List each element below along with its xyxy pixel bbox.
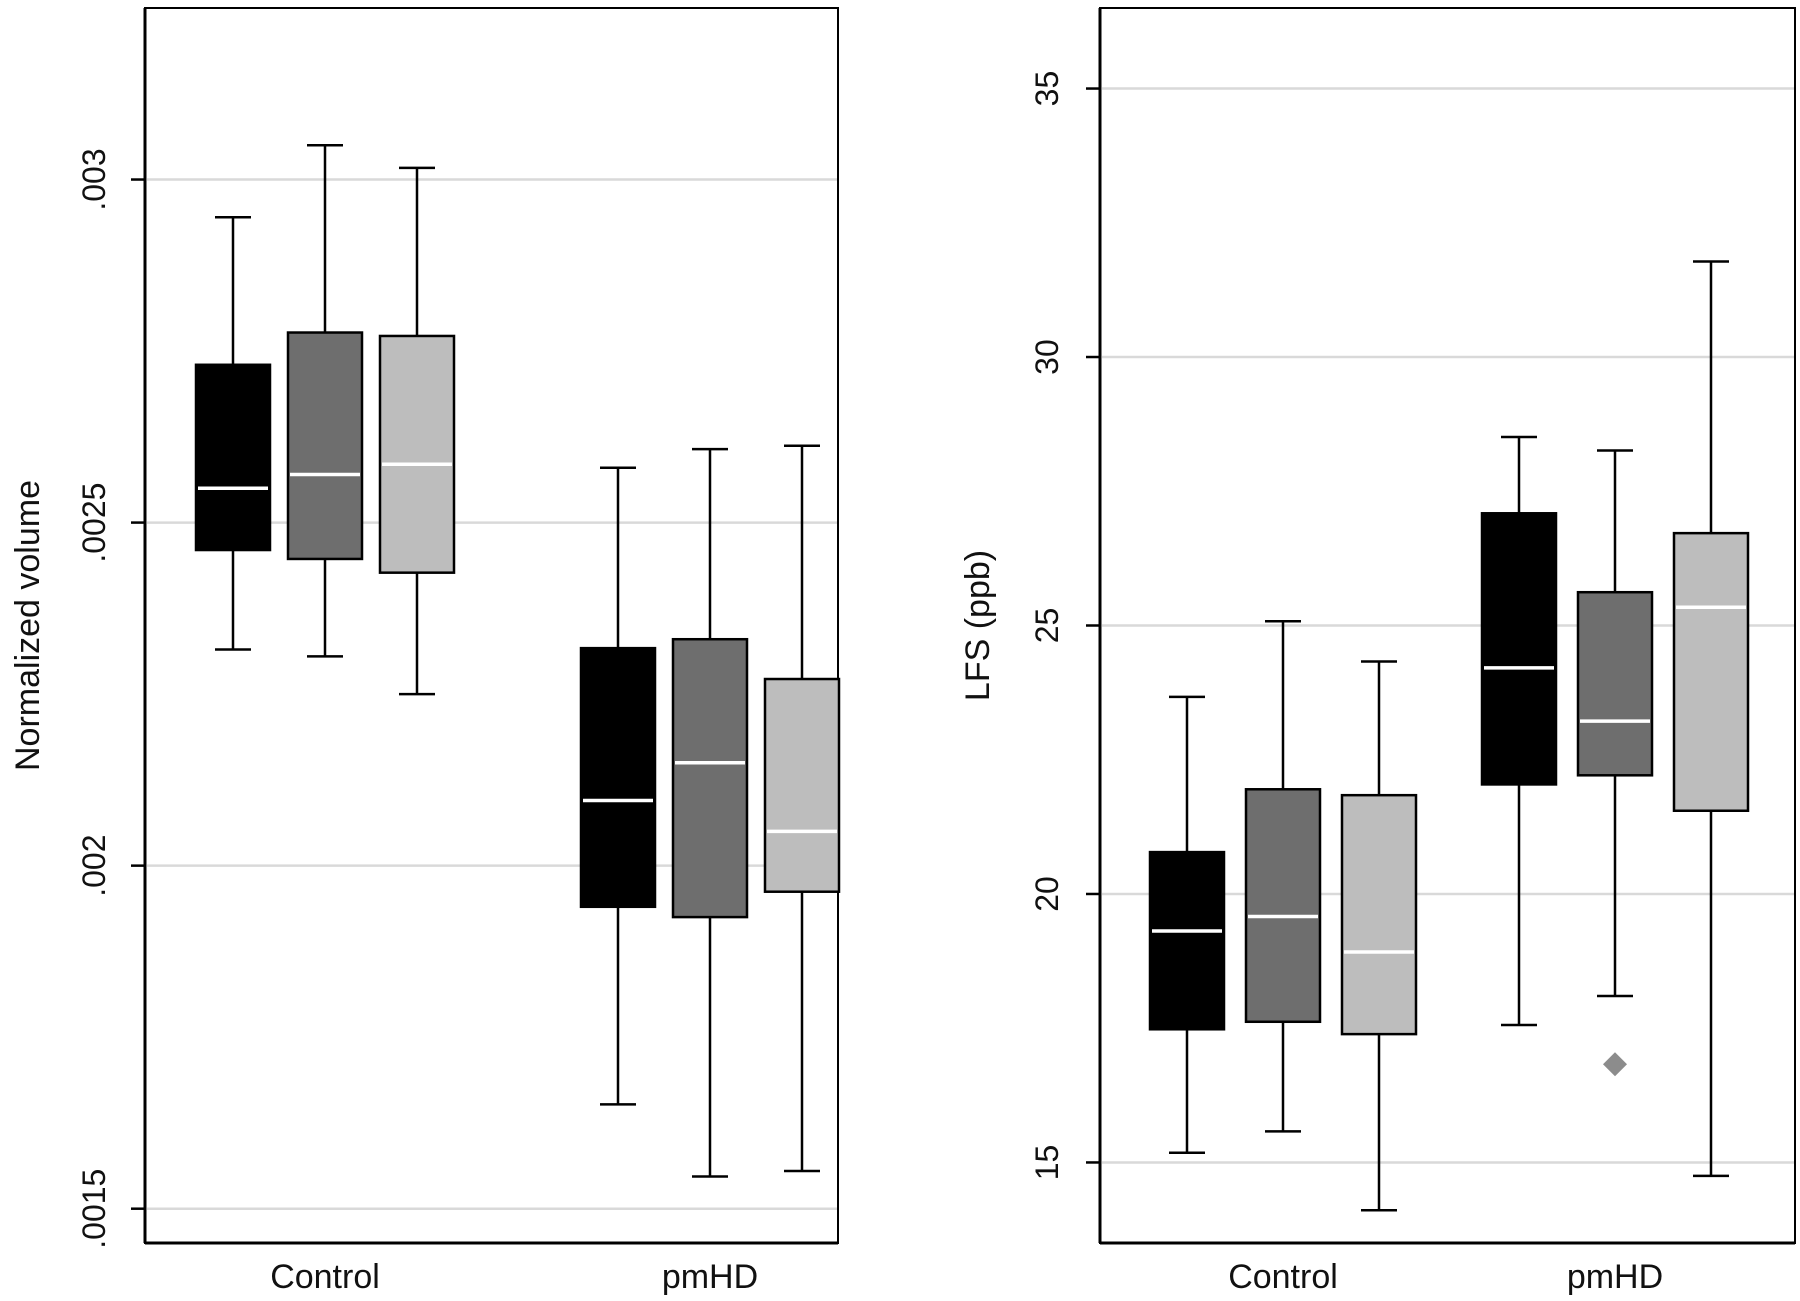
y-tick-label: .0015: [76, 1169, 112, 1249]
box-plot: [1672, 260, 1750, 1178]
box: [1340, 793, 1418, 1036]
y-tick-label: .0025: [76, 483, 112, 563]
plot-frame: [144, 7, 839, 1244]
box: [1672, 531, 1750, 813]
box-plot: [671, 447, 749, 1178]
y-axis-title: Normalized volume: [9, 480, 47, 771]
y-axis-title: LFS (ppb): [959, 550, 997, 701]
box-plot: [1480, 435, 1558, 1027]
box-plot: [194, 216, 272, 651]
box: [1480, 512, 1558, 786]
x-category-label: Control: [1228, 1258, 1338, 1296]
box-plot: [1576, 449, 1654, 1077]
box: [194, 363, 272, 552]
y-tick-label: .002: [76, 834, 112, 896]
panel-left: .0015 .002 .0025 .003 Normalized volume Contr…: [9, 7, 841, 1296]
box-plot: [286, 143, 364, 658]
x-category-label: pmHD: [1567, 1258, 1663, 1296]
x-category-label: pmHD: [662, 1258, 758, 1296]
y-tick-label: 30: [1029, 339, 1065, 375]
box-plot: [1340, 660, 1418, 1212]
box: [1244, 788, 1322, 1024]
box-plot: [1148, 695, 1226, 1155]
box-plot: [1244, 619, 1322, 1133]
box-plot: [378, 166, 456, 696]
box: [378, 334, 456, 574]
box: [579, 646, 657, 909]
box: [671, 637, 749, 919]
y-tick-label: 35: [1029, 71, 1065, 107]
box-plot: [579, 466, 657, 1106]
box-plot: [763, 444, 841, 1173]
box: [1576, 590, 1654, 777]
outlier-point: [1603, 1052, 1627, 1077]
box: [763, 677, 841, 893]
box: [286, 331, 364, 561]
x-category-label: Control: [270, 1258, 380, 1296]
box: [1148, 850, 1226, 1031]
panel-right: 15 20 25 30 35 LFS (ppb) Control pmHD: [959, 7, 1796, 1296]
y-tick-label: 15: [1029, 1145, 1065, 1181]
y-tick-label: .003: [76, 148, 112, 210]
y-tick-label: 25: [1029, 608, 1065, 644]
y-tick-label: 20: [1029, 876, 1065, 912]
